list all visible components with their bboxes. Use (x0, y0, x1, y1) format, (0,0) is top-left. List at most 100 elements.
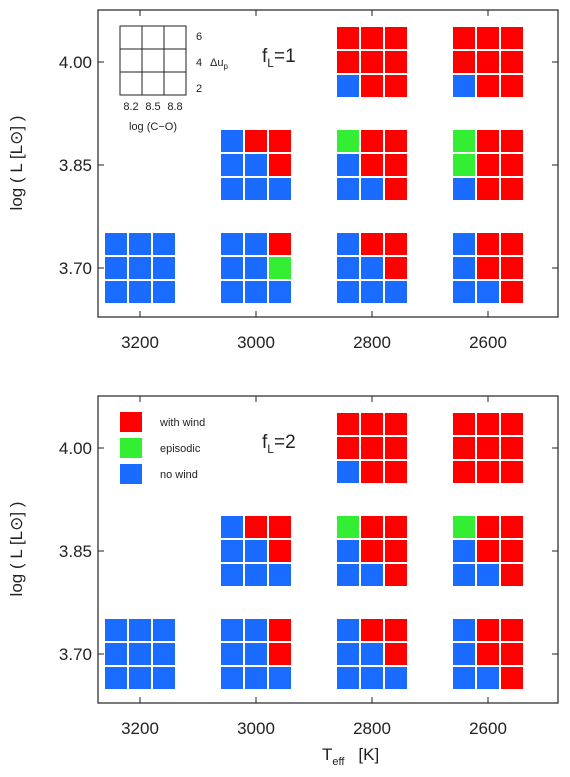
model-cell (361, 281, 383, 303)
x-tick-label: 2600 (469, 333, 507, 352)
model-cell (337, 257, 359, 279)
model-cell (477, 413, 499, 435)
model-cell (477, 75, 499, 97)
model-cell (269, 281, 291, 303)
model-cell (361, 667, 383, 689)
model-cell (453, 281, 475, 303)
model-cell (453, 564, 475, 586)
model-cell (337, 540, 359, 562)
model-cell (501, 178, 523, 200)
model-cell (453, 437, 475, 459)
model-cell (501, 619, 523, 641)
model-cell (337, 643, 359, 665)
model-cell (153, 619, 175, 641)
model-cell (337, 413, 359, 435)
model-cell (361, 75, 383, 97)
model-cell (269, 257, 291, 279)
model-cell (269, 619, 291, 641)
model-cell (245, 516, 267, 538)
model-cell (477, 233, 499, 255)
model-cell (361, 643, 383, 665)
model-cell (153, 281, 175, 303)
model-cell (337, 27, 359, 49)
model-cell (385, 667, 407, 689)
key-y-tick: 2 (196, 83, 202, 95)
model-cell (477, 130, 499, 152)
model-cell (361, 178, 383, 200)
model-cell (453, 619, 475, 641)
model-cell (385, 130, 407, 152)
model-cell (269, 667, 291, 689)
model-cell (453, 461, 475, 483)
model-cell (501, 540, 523, 562)
model-cell (245, 233, 267, 255)
key-x-tick: 8.2 (123, 101, 138, 113)
model-block (453, 619, 523, 689)
model-cell (245, 564, 267, 586)
model-cell (501, 413, 523, 435)
y-tick-label: 3.70 (59, 259, 92, 278)
model-cell (153, 667, 175, 689)
legend-label: episodic (160, 443, 201, 455)
model-cell (361, 413, 383, 435)
model-cell (501, 461, 523, 483)
model-cell (221, 281, 243, 303)
model-cell (361, 461, 383, 483)
model-cell (453, 233, 475, 255)
key-y-tick: 6 (196, 31, 202, 43)
model-cell (269, 130, 291, 152)
model-cell (269, 643, 291, 665)
model-block (221, 619, 291, 689)
model-cell (477, 437, 499, 459)
model-cell (453, 178, 475, 200)
model-cell (477, 281, 499, 303)
model-cell (385, 154, 407, 176)
model-cell (501, 257, 523, 279)
model-cell (477, 516, 499, 538)
model-cell (501, 130, 523, 152)
model-cell (385, 564, 407, 586)
model-block (453, 413, 523, 483)
model-cell (501, 27, 523, 49)
model-block (337, 130, 407, 200)
model-cell (269, 516, 291, 538)
model-cell (477, 178, 499, 200)
model-cell (385, 233, 407, 255)
model-block (105, 619, 175, 689)
model-cell (453, 413, 475, 435)
model-cell (105, 643, 127, 665)
model-cell (221, 516, 243, 538)
model-cell (337, 51, 359, 73)
model-cell (453, 540, 475, 562)
model-cell (501, 516, 523, 538)
model-cell (105, 667, 127, 689)
model-cell (361, 564, 383, 586)
plot-frame-top (97, 9, 559, 318)
y-tick-label: 4.00 (59, 439, 92, 458)
model-cell (337, 619, 359, 641)
model-cell (245, 178, 267, 200)
model-cell (477, 154, 499, 176)
model-cell (385, 413, 407, 435)
legend-label: no wind (160, 469, 198, 481)
model-cell (105, 257, 127, 279)
model-cell (385, 619, 407, 641)
model-cell (385, 75, 407, 97)
model-cell (453, 51, 475, 73)
ticks-bottom: 3200 3000 2800 2600 4.00 3.85 3.70 (59, 396, 558, 738)
panel-top: 3200 3000 2800 2600 4.00 3.85 3.70 log ( L [L⊙… (7, 9, 559, 352)
model-cell (245, 281, 267, 303)
x-tick-label: 2600 (469, 719, 507, 738)
model-cell (221, 643, 243, 665)
legend-swatch (120, 412, 142, 432)
model-cell (361, 516, 383, 538)
x-tick-label: 3000 (237, 333, 275, 352)
y-tick-label: 3.85 (59, 156, 92, 175)
model-block (337, 413, 407, 483)
model-cell (501, 564, 523, 586)
model-cell (221, 178, 243, 200)
y-tick-label: 3.70 (59, 645, 92, 664)
model-block (453, 130, 523, 200)
x-axis-label: Teff [K] (322, 745, 379, 768)
key-grid: 6 4 2 Δup 8.2 8.5 8.8 log (C−O) (119, 25, 228, 133)
